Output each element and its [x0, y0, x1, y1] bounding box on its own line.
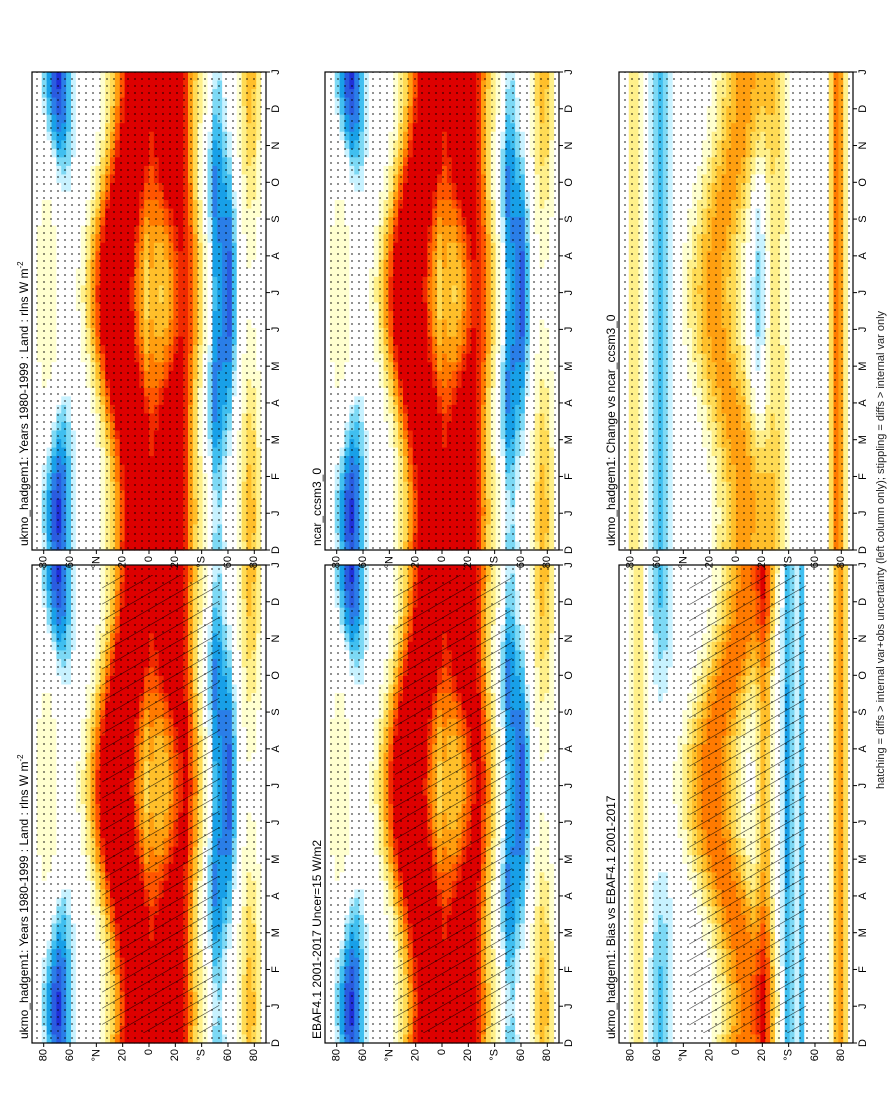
month-tick-label: J	[270, 562, 282, 568]
lat-tick-label: 60	[222, 1049, 234, 1061]
lat-tick-label: 20	[117, 1049, 129, 1061]
month-tick-label: A	[270, 745, 282, 753]
month-tick-label: O	[270, 671, 282, 680]
month-tick-label: M	[270, 855, 282, 864]
lat-tick-label: 20	[169, 1049, 181, 1061]
panel-p1: 80 60 °N 20 0 20 °S 60 80 D J F M A M J J A S O N D Jukmo_hadg…	[16, 562, 282, 1061]
lat-tick-label: 80	[38, 1049, 50, 1061]
month-tick-label: J	[270, 783, 282, 789]
lat-tick-label: 60	[64, 1049, 76, 1061]
month-tick-label: N	[270, 635, 282, 643]
month-tick-label: D	[270, 1039, 282, 1047]
month-tick-label: J	[270, 1003, 282, 1009]
hatching-overlay	[102, 575, 220, 1033]
month-tick-label: M	[270, 928, 282, 937]
month-tick-label: F	[270, 966, 282, 973]
panel-title-sup: -2	[16, 754, 25, 762]
month-tick-label: S	[270, 708, 282, 715]
panel-title: ukmo_hadgem1: Years 1980-1999 : Land : r…	[16, 754, 31, 1039]
lat-tick-label: °N	[90, 1049, 102, 1061]
month-tick-label: A	[270, 892, 282, 900]
month-tick-label: J	[270, 820, 282, 826]
lat-tick-label: 0	[143, 1049, 155, 1055]
lat-tick-label: 80	[248, 1049, 260, 1061]
lat-tick-label: °S	[196, 1049, 208, 1061]
panel-p2: 80 60 °N 20 0 20 °S 60 80DJFMAMJJASONDJukmo_hadg…	[16, 69, 282, 568]
month-tick-label: D	[270, 598, 282, 606]
